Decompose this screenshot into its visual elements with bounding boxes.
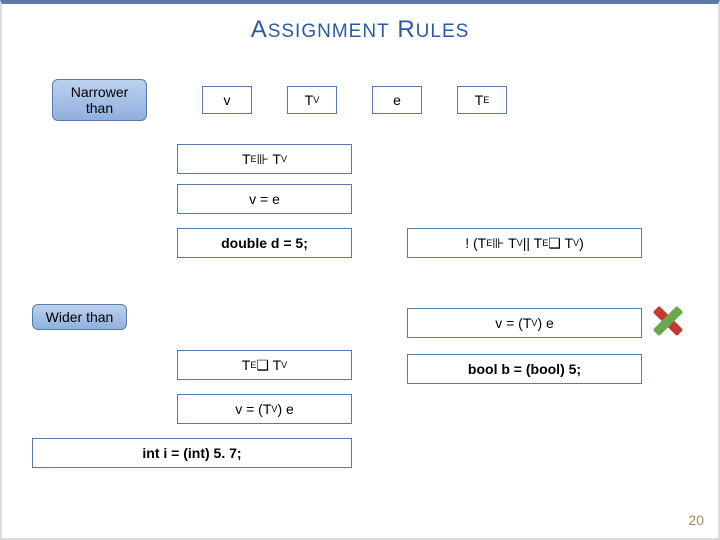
title-w2-rest: ULES [416,21,470,42]
box-variable-v: v [202,86,252,114]
narrower-example-text: double d = 5; [221,235,308,251]
page-number: 20 [688,512,704,528]
box-type-te: TE [457,86,507,114]
incompatible-example: bool b = (bool) 5; [407,354,642,384]
wider-example: int i = (int) 5. 7; [32,438,352,468]
title-w1-rest: SSIGNMENT [268,21,390,42]
tv-base: T [305,92,314,108]
box-type-tv: TV [287,86,337,114]
incompatible-example-text: bool b = (bool) 5; [468,361,581,377]
wider-example-text: int i = (int) 5. 7; [142,445,241,461]
incompatible-condition: ! (TE ⊪ TV || TE ❑ TV) [407,228,642,258]
narrower-rule: v = e [177,184,352,214]
slide-title: ASSIGNMENT RULES [2,16,718,44]
narrower-example: double d = 5; [177,228,352,258]
label-wider-than: Wider than [32,304,127,330]
te-base: T [475,92,484,108]
cross-icon [654,307,682,335]
wider-condition: TE ❑ TV [177,350,352,380]
incompatible-rule: v = (TV) e [407,308,642,338]
box-expression-e: e [372,86,422,114]
wider-rule: v = (TV) e [177,394,352,424]
title-w2-cap: R [397,16,415,43]
narrower-condition: TE ⊪ TV [177,144,352,174]
title-w1-cap: A [251,16,268,43]
label-narrower-than: Narrower than [52,79,147,121]
